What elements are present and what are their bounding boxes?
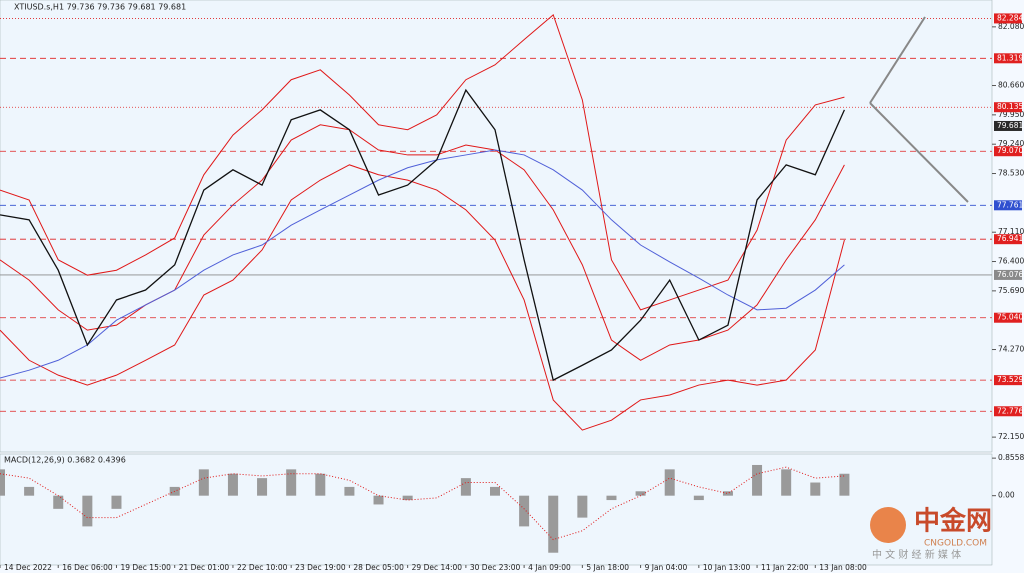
level-label: 76.076: [997, 270, 1023, 279]
macd-bar: [752, 464, 763, 496]
level-label: 79.681: [997, 121, 1023, 130]
macd-bar: [548, 495, 559, 553]
series-line: [0, 14, 845, 311]
watermark-logo-text: 中金网: [914, 506, 992, 537]
level-tag: [994, 234, 1022, 245]
arrows: [869, 16, 969, 203]
level-label: 81.319: [997, 53, 1023, 62]
series-line: [0, 88, 846, 382]
x-tick-label: 10 Jan 13:00: [703, 563, 751, 572]
macd-panel: [0, 453, 993, 566]
x-tick-label: 22 Dec 10:00: [237, 563, 288, 572]
y-tick-label: 76.400: [998, 257, 1024, 266]
x-tick-label: 30 Dec 23:00: [470, 563, 521, 572]
x-tick-label: 21 Dec 01:00: [179, 563, 230, 572]
level-tag: [994, 375, 1022, 386]
level-tag: [994, 13, 1022, 24]
y-tick-label: 77.110: [998, 227, 1024, 236]
x-tick-label: 16 Dec 06:00: [62, 563, 113, 572]
macd-bar: [344, 486, 355, 496]
level-label: 72.776: [997, 406, 1023, 415]
y-tick-label: 0.00: [998, 491, 1015, 500]
macd-bar: [693, 495, 704, 501]
macd-bar: [82, 495, 93, 527]
y-tick-label: 79.240: [998, 139, 1024, 148]
y-tick-label: 79.950: [998, 110, 1024, 119]
level-tag: [994, 200, 1022, 211]
x-tick-label: 28 Dec 05:00: [353, 563, 404, 572]
x-tick-label: 11 Jan 22:00: [761, 563, 809, 572]
macd-bar: [606, 495, 617, 501]
macd-bar: [577, 495, 588, 518]
series-line: [0, 164, 845, 431]
y-tick-label: 74.270: [998, 345, 1024, 354]
plot: 82.080 80.660 79.950 79.240 78.530 77.110 76.4…: [0, 13, 1024, 572]
x-tick-label: 19 Dec 15:00: [120, 563, 171, 572]
macd-title: MACD(12,26,9) 0.3682 0.4396: [4, 456, 126, 465]
macd-bar: [111, 495, 122, 509]
level-tag: [994, 269, 1022, 280]
x-tick-label: 29 Dec 14:00: [412, 563, 463, 572]
level-label: 77.761: [997, 200, 1023, 209]
y-tick-label: 80.660: [998, 81, 1024, 90]
macd-bar: [664, 469, 675, 496]
x-tick-label: 9 Jan 04:00: [645, 563, 688, 572]
x-tick-label: 23 Dec 19:00: [295, 563, 346, 572]
watermark-logo: [870, 507, 906, 543]
arrow-down: [869, 102, 969, 203]
series-line: [0, 149, 845, 379]
chart-title: XTIUSD.s,H1 79.736 79.736 79.681 79.681: [14, 3, 186, 12]
level-label: 76.941: [997, 234, 1023, 243]
series-line: [0, 124, 845, 361]
macd-bar: [460, 478, 471, 496]
macd-bar: [257, 478, 268, 496]
level-tag: [994, 102, 1022, 113]
level-tag: [994, 53, 1022, 64]
price-panel: [0, 0, 993, 453]
macd-bar: [227, 473, 238, 496]
level-tag: [994, 146, 1022, 157]
macd-bar: [490, 486, 500, 496]
level-label: 80.135: [997, 102, 1023, 111]
arrow-up: [869, 16, 926, 104]
macd-bar: [198, 469, 209, 496]
watermark-tagline: 中 文 财 经 新 媒 体: [872, 548, 961, 561]
level-label: 75.040: [997, 313, 1023, 322]
macd-bar: [810, 482, 821, 496]
watermark-site: CNGOLD.COM: [924, 539, 987, 549]
macd-bar: [402, 495, 413, 501]
macd-bar: [24, 486, 35, 496]
macd-bar: [635, 491, 646, 496]
level-label: 79.070: [997, 146, 1023, 155]
x-tick-label: 4 Jan 09:00: [528, 563, 571, 572]
y-tick-label: 75.690: [998, 286, 1024, 295]
x-tick-label: 14 Dec 2022: [4, 563, 52, 572]
x-tick-label: 13 Jan 08:00: [819, 563, 867, 572]
level-label: 82.284: [997, 13, 1023, 22]
level-tag: [994, 312, 1022, 323]
macd-bar: [781, 469, 792, 496]
level-label: 73.529: [997, 375, 1023, 384]
macd-bar: [519, 495, 530, 527]
macd-bar: [722, 491, 733, 496]
y-tick-label: 0.8558: [998, 453, 1024, 462]
y-tick-label: 78.530: [998, 169, 1024, 178]
macd-bar: [839, 473, 850, 496]
macd-bar: [53, 495, 64, 509]
watermark: 中金网 CNGOLD.COM 中 文 财 经 新 媒 体: [870, 506, 992, 561]
level-tag: [994, 406, 1022, 417]
x-tick-label: 5 Jan 18:00: [586, 563, 629, 572]
macd-bar: [286, 469, 297, 496]
macd-bar: [373, 495, 384, 505]
y-tick-label: 72.150: [998, 432, 1024, 441]
macd-bar: [0, 469, 5, 496]
y-tick-label: 82.080: [998, 22, 1024, 31]
macd-bar: [315, 473, 326, 496]
level-tag: [994, 120, 1022, 131]
